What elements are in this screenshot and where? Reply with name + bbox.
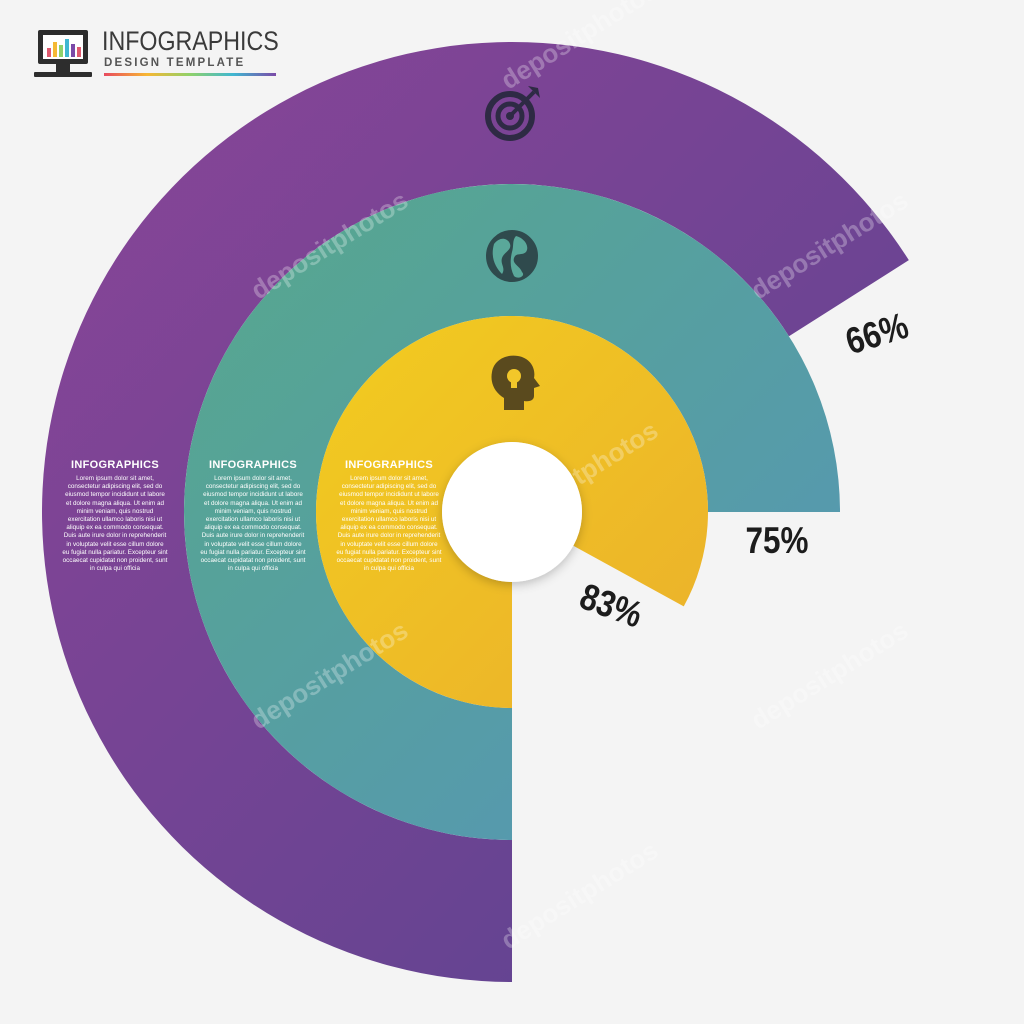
text-block-outer: INFOGRAPHICS Lorem ipsum dolor sit amet,… <box>62 459 168 573</box>
text-block-title: INFOGRAPHICS <box>209 459 297 471</box>
text-block-title: INFOGRAPHICS <box>345 459 433 471</box>
page-title: INFOGRAPHICS <box>102 26 279 56</box>
text-block-body: Lorem ipsum dolor sit amet, consectetur … <box>200 475 306 573</box>
text-block-middle: INFOGRAPHICS Lorem ipsum dolor sit amet,… <box>200 459 306 573</box>
ring-outer <box>41 42 909 983</box>
text-block-inner: INFOGRAPHICS Lorem ipsum dolor sit amet,… <box>336 459 442 573</box>
percent-label-middle: 75% <box>745 520 809 561</box>
text-block-body: Lorem ipsum dolor sit amet, consectetur … <box>336 475 442 573</box>
head-lightbulb-icon <box>491 355 540 410</box>
monitor-chart-icon <box>34 30 92 77</box>
text-block-body: Lorem ipsum dolor sit amet, consectetur … <box>62 475 168 573</box>
target-icon <box>485 86 540 141</box>
page-subtitle: DESIGN TEMPLATE <box>104 57 246 69</box>
ring-inner <box>316 316 708 708</box>
globe-icon <box>486 230 538 282</box>
rainbow-divider <box>104 73 276 76</box>
ring-middle <box>184 184 840 840</box>
text-block-title: INFOGRAPHICS <box>71 459 159 471</box>
center-hole <box>442 442 582 582</box>
